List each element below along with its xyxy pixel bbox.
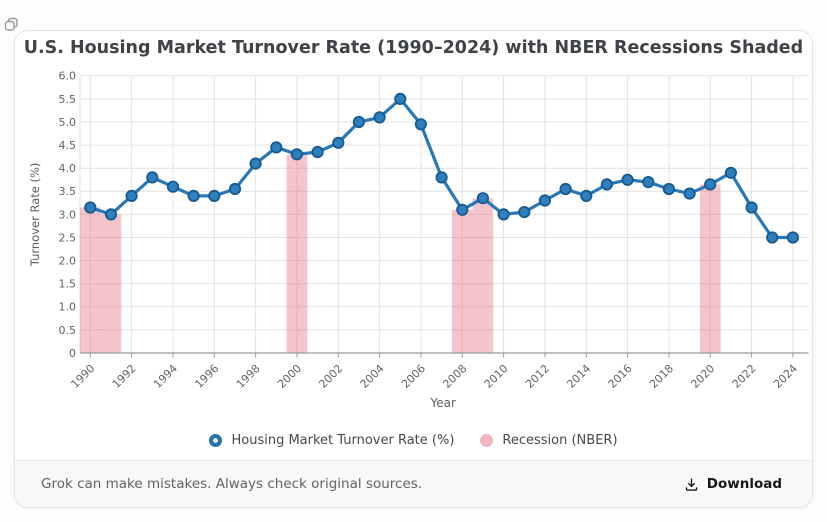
svg-text:4.5: 4.5 (59, 139, 77, 152)
svg-text:2022: 2022 (730, 362, 759, 391)
legend-item-recession: Recession (NBER) (480, 432, 618, 448)
disclaimer-text: Grok can make mistakes. Always check ori… (41, 476, 423, 492)
legend-label-recession: Recession (NBER) (502, 432, 618, 448)
recession-dot-icon (480, 433, 494, 447)
svg-text:2016: 2016 (606, 362, 635, 391)
svg-text:2014: 2014 (564, 362, 593, 391)
x-axis: 1990 1992 1994 1996 1998 2000 2002 2004 2006 2008… (68, 352, 809, 410)
chart-card: U.S. Housing Market Turnover Rate (1990–… (14, 30, 813, 508)
card-footer: Grok can make mistakes. Always check ori… (15, 460, 812, 507)
svg-text:2024: 2024 (771, 362, 800, 391)
svg-text:2000: 2000 (275, 362, 304, 391)
svg-text:1994: 1994 (151, 362, 180, 391)
page-title: U.S. Housing Market Turnover Rate (1990–… (23, 38, 804, 58)
grid-lines (79, 75, 809, 353)
svg-text:2004: 2004 (358, 362, 387, 391)
svg-text:1998: 1998 (234, 362, 263, 391)
chart-legend: Housing Market Turnover Rate (%) Recessi… (15, 425, 812, 455)
svg-text:2.5: 2.5 (59, 231, 77, 244)
svg-text:4.0: 4.0 (59, 162, 77, 175)
svg-text:0.5: 0.5 (59, 324, 77, 337)
svg-text:0: 0 (69, 347, 76, 360)
line-marker-icon (209, 433, 223, 447)
legend-label-turnover: Housing Market Turnover Rate (%) (231, 432, 455, 448)
svg-text:2010: 2010 (482, 362, 511, 391)
svg-text:2020: 2020 (688, 362, 717, 391)
svg-text:2018: 2018 (647, 362, 676, 391)
download-button[interactable]: Download (676, 470, 790, 498)
svg-text:3.0: 3.0 (59, 208, 77, 221)
svg-text:2002: 2002 (316, 362, 345, 391)
svg-text:2.0: 2.0 (59, 255, 77, 268)
y-axis: 0 0.5 1.0 1.5 2.0 2.5 3.0 3.5 4.0 4.5 5.0 5.5 6.0 Tur… (28, 70, 76, 360)
svg-text:2006: 2006 (399, 362, 428, 391)
svg-text:1996: 1996 (192, 362, 221, 391)
svg-text:5.5: 5.5 (59, 93, 77, 106)
series-markers (84, 92, 800, 244)
legend-item-turnover: Housing Market Turnover Rate (%) (209, 433, 454, 448)
svg-text:3.5: 3.5 (59, 185, 77, 198)
download-label: Download (706, 476, 782, 492)
svg-text:1990: 1990 (68, 362, 97, 391)
chart-canvas: 1990 1992 1994 1996 1998 2000 2002 2004 2006 2008… (28, 70, 809, 410)
svg-text:5.0: 5.0 (59, 116, 77, 129)
svg-text:2012: 2012 (523, 362, 552, 391)
download-icon (685, 478, 697, 491)
svg-text:6.0: 6.0 (59, 70, 77, 83)
svg-text:Year: Year (430, 396, 456, 410)
svg-text:1.0: 1.0 (59, 301, 77, 314)
copy-icon[interactable] (3, 17, 19, 33)
recession-bands (79, 154, 721, 353)
svg-text:2008: 2008 (440, 362, 469, 391)
svg-text:Turnover Rate (%): Turnover Rate (%) (28, 163, 42, 268)
svg-text:1992: 1992 (110, 362, 139, 391)
copy-icon-glyph (4, 17, 18, 31)
svg-text:1.5: 1.5 (59, 278, 77, 291)
